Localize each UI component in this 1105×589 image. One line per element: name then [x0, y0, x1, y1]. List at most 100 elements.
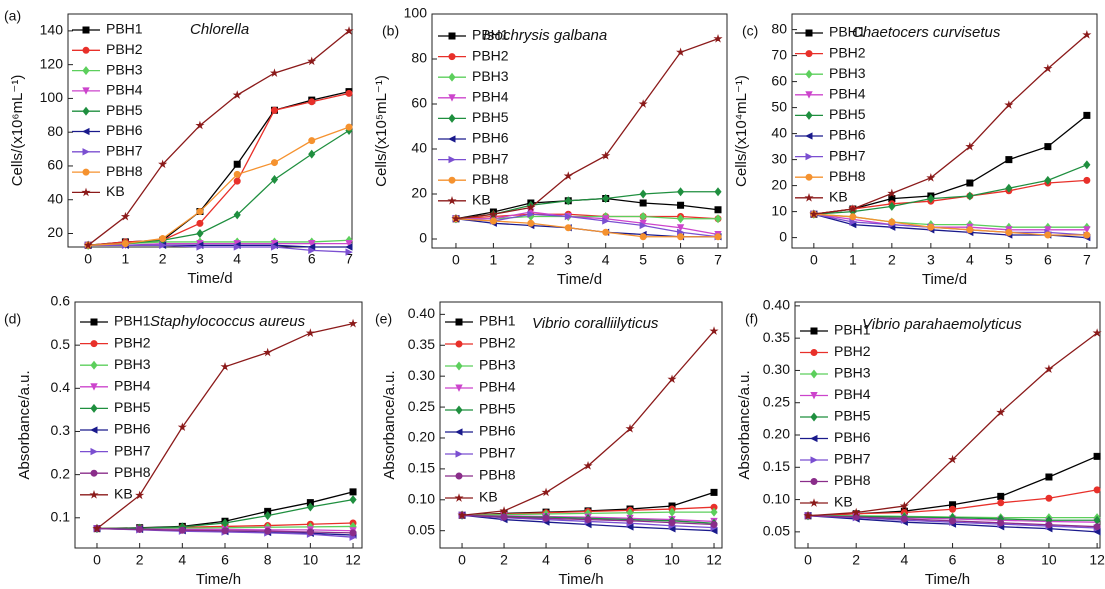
point-marker: [602, 194, 610, 203]
point-marker: [1045, 473, 1053, 481]
point-marker: [345, 248, 353, 256]
legend-marker: [810, 412, 818, 422]
y-tick-label: 0.40: [763, 297, 790, 313]
point-marker: [948, 454, 958, 464]
point-marker: [232, 90, 242, 99]
point-marker: [900, 515, 908, 523]
point-marker: [488, 209, 498, 219]
x-tick-label: 4: [178, 552, 186, 568]
x-tick-label: 2: [159, 251, 167, 267]
x-tick-label: 10: [1041, 552, 1057, 568]
point-marker: [710, 503, 718, 511]
legend-label: PBH4: [834, 386, 871, 402]
point-marker: [264, 527, 272, 535]
legend-label: PBH3: [479, 357, 516, 373]
x-tick-label: 4: [602, 252, 610, 268]
y-axis-label: Cells/(x10⁴mL⁻¹): [733, 75, 750, 187]
legend-label: PBH2: [472, 47, 509, 63]
x-tick-label: 3: [927, 252, 935, 268]
legend-marker: [448, 176, 456, 184]
point-marker: [639, 233, 647, 241]
point-marker: [997, 492, 1005, 500]
point-marker: [710, 507, 718, 517]
point-marker: [306, 528, 314, 536]
point-marker: [583, 461, 593, 470]
y-tick-label: 80: [771, 20, 787, 36]
legend-marker: [810, 349, 818, 356]
y-tick-label: 0.6: [51, 293, 71, 309]
x-tick-label: 8: [626, 552, 634, 568]
legend-marker: [90, 447, 98, 456]
legend-label: KB: [834, 494, 853, 510]
panel: 0 2 4 6 8 10 12 0.1 0.2 0.3 0.4 0.5 0.6 Time/h Absorba…: [4, 293, 363, 588]
point-marker: [196, 243, 204, 251]
x-tick-label: 10: [303, 552, 319, 568]
chart-title: Vibrio parahaemolyticus: [862, 316, 1022, 333]
point-marker: [639, 189, 647, 199]
legend-label: PBH8: [114, 464, 151, 480]
x-axis-label: Time/d: [187, 270, 232, 287]
point-marker: [677, 201, 685, 209]
series-line: [455, 213, 719, 220]
x-tick-label: 6: [1044, 252, 1052, 268]
point-marker: [527, 219, 535, 227]
point-marker: [177, 422, 187, 432]
x-tick-label: 4: [542, 552, 550, 568]
point-marker: [949, 517, 957, 525]
legend-marker: [448, 94, 456, 102]
x-tick-label: 6: [584, 552, 592, 568]
point-marker: [625, 423, 635, 433]
series-line: [813, 213, 1087, 231]
point-marker: [709, 326, 719, 335]
point-marker: [270, 106, 278, 114]
y-tick-label: 10: [771, 202, 787, 218]
chart-title: Staphylococcus aureus: [150, 313, 306, 330]
legend-label: PBH4: [829, 86, 866, 102]
x-tick-label: 0: [84, 251, 92, 267]
panel: 0 2 4 6 8 10 12 0.05 0.10 0.15 0.20 0.25 0.30 0.35 0.4…: [375, 301, 723, 588]
point-marker: [1005, 183, 1013, 193]
y-axis-label: Absorbance/a.u.: [736, 370, 753, 479]
panel-label: (f): [745, 311, 758, 327]
x-tick-label: 1: [849, 252, 857, 268]
point-marker: [264, 511, 272, 521]
point-marker: [221, 527, 229, 535]
point-marker: [676, 214, 685, 224]
x-axis-label: Time/d: [922, 271, 967, 288]
legend-marker: [82, 87, 90, 95]
point-marker: [1083, 160, 1091, 170]
legend-label: PBH6: [114, 421, 151, 437]
point-marker: [195, 120, 205, 130]
y-tick-label: 60: [411, 95, 427, 111]
plot-frame: [439, 301, 723, 549]
y-tick-label: 0.5: [51, 336, 71, 352]
point-marker: [926, 173, 936, 182]
x-tick-label: 0: [452, 252, 460, 268]
point-marker: [1083, 226, 1091, 234]
point-marker: [135, 490, 145, 500]
point-marker: [305, 328, 315, 337]
legend-marker: [82, 66, 90, 76]
point-marker: [451, 213, 461, 223]
x-tick-label: 3: [564, 252, 572, 268]
legend-label: PBH2: [829, 44, 866, 60]
point-marker: [638, 99, 648, 108]
x-tick-label: 4: [966, 252, 974, 268]
point-marker: [233, 243, 242, 251]
point-marker: [849, 218, 857, 226]
x-tick-label: 3: [196, 251, 204, 267]
point-marker: [307, 56, 317, 66]
y-tick-label: 30: [771, 150, 787, 166]
chart-title: Isochrysis galbana: [483, 27, 607, 44]
point-marker: [348, 318, 358, 328]
y-tick-label: 80: [411, 50, 427, 66]
y-tick-label: 0.20: [408, 429, 435, 445]
legend-marker: [89, 490, 99, 499]
point-marker: [457, 510, 467, 520]
legend-marker: [90, 318, 98, 326]
point-marker: [564, 212, 573, 221]
point-marker: [713, 33, 723, 43]
point-marker: [602, 217, 610, 225]
legend-marker: [805, 29, 813, 37]
